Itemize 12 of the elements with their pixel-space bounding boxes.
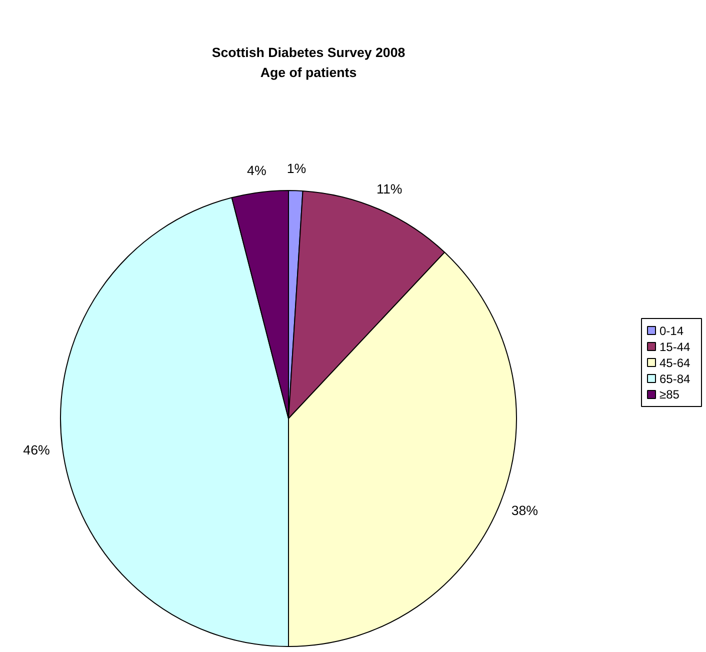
legend-label: ≥85 xyxy=(660,388,680,402)
chart-subtitle: Age of patients xyxy=(260,65,357,80)
data-label: 46% xyxy=(23,442,50,458)
legend-label: 65-84 xyxy=(660,372,691,386)
chart-title: Scottish Diabetes Survey 2008 xyxy=(212,45,406,60)
data-label: 1% xyxy=(286,161,306,176)
legend-label: 45-64 xyxy=(660,356,691,370)
data-label: 4% xyxy=(247,162,266,178)
data-label: 11% xyxy=(376,182,402,197)
legend-label: 0-14 xyxy=(660,324,684,338)
data-label: 38% xyxy=(511,503,538,518)
legend-label: 15-44 xyxy=(660,340,691,354)
